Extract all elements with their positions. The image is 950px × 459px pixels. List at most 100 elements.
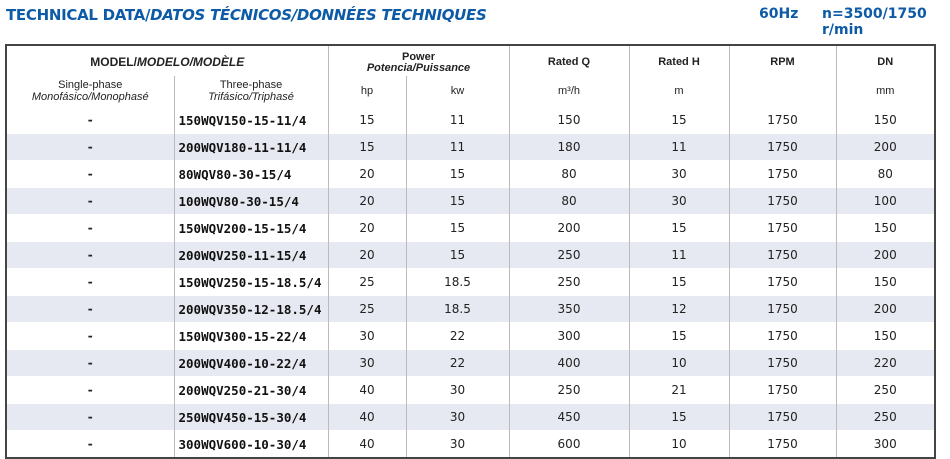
rated-q-cell: 250 <box>508 268 629 296</box>
rated-h-cell: 12 <box>628 295 729 323</box>
single-phase-cell: - <box>5 214 174 242</box>
dn-cell: 200 <box>835 241 935 269</box>
dn-cell: 80 <box>835 160 935 188</box>
rpm-cell: 1750 <box>728 214 836 242</box>
frequency: 60Hz <box>759 6 799 22</box>
table-row: -150WQV250-15-18.5/4 25 18.5 250 15 1750 150 <box>5 268 935 296</box>
rpm-unit <box>728 76 836 107</box>
rated-h-cell: 11 <box>628 133 729 161</box>
three-phase-model-cell: 150WQV250-15-18.5/4 <box>173 268 328 296</box>
table-row: -300WQV600-10-30/4 40 30 600 10 1750 300 <box>5 430 935 458</box>
rated-q-cell: 180 <box>508 133 629 161</box>
dn-cell: 200 <box>835 295 935 323</box>
title-main: TECHNICAL DATA/ <box>6 6 151 24</box>
three-phase-model-cell: 150WQV300-15-22/4 <box>173 322 328 350</box>
hp-cell: 15 <box>327 133 406 161</box>
table-row: -150WQV200-15-15/4 20 15 200 15 1750 150 <box>5 214 935 242</box>
rated-h-header: Rated H <box>628 45 729 76</box>
h-unit: m <box>628 76 729 107</box>
rpm-cell: 1750 <box>728 403 836 431</box>
hp-unit: hp <box>327 76 406 107</box>
table-row: -200WQV350-12-18.5/4 25 18.5 350 12 1750 200 <box>5 295 935 323</box>
rated-h-cell: 11 <box>628 241 729 269</box>
rpm-cell: 1750 <box>728 241 836 269</box>
table-row: -200WQV250-21-30/4 40 30 250 21 1750 250 <box>5 376 935 404</box>
q-unit: m³/h <box>508 76 629 107</box>
power-header: Power Potencia/Puissance <box>327 45 509 76</box>
kw-unit: kw <box>405 76 509 107</box>
hp-cell: 20 <box>327 241 406 269</box>
rated-q-cell: 250 <box>508 241 629 269</box>
kw-cell: 11 <box>405 133 509 161</box>
single-phase-cell: - <box>5 376 174 404</box>
kw-cell: 18.5 <box>405 268 509 296</box>
rpm-cell: 1750 <box>728 295 836 323</box>
hp-cell: 30 <box>327 322 406 350</box>
rpm-header: RPM <box>728 45 836 76</box>
single-phase-cell: - <box>5 322 174 350</box>
three-phase-model-cell: 200WQV250-21-30/4 <box>173 376 328 404</box>
rpm-cell: 1750 <box>728 349 836 377</box>
rated-q-cell: 80 <box>508 160 629 188</box>
rated-h-cell: 15 <box>628 403 729 431</box>
rated-q-cell: 80 <box>508 187 629 215</box>
rpm-cell: 1750 <box>728 268 836 296</box>
table-row: -80WQV80-30-15/4 20 15 80 30 1750 80 <box>5 160 935 188</box>
table-row: -250WQV450-15-30/4 40 30 450 15 1750 250 <box>5 403 935 431</box>
three-phase-model-cell: 200WQV180-11-11/4 <box>173 133 328 161</box>
three-phase-model-cell: 200WQV250-11-15/4 <box>173 241 328 269</box>
dn-cell: 250 <box>835 376 935 404</box>
model-header: MODEL/MODELO/MODÈLE <box>5 45 328 76</box>
dn-cell: 150 <box>835 106 935 134</box>
rated-q-cell: 150 <box>508 106 629 134</box>
hp-cell: 15 <box>327 106 406 134</box>
three-phase-model-cell: 150WQV150-15-11/4 <box>173 106 328 134</box>
hp-cell: 40 <box>327 430 406 458</box>
single-phase-cell: - <box>5 430 174 458</box>
title-italic: DATOS TÉCNICOS/DONNÉES TECHNIQUES <box>150 6 487 24</box>
rpm-cell: 1750 <box>728 430 836 458</box>
rated-h-cell: 21 <box>628 376 729 404</box>
kw-cell: 18.5 <box>405 295 509 323</box>
single-phase-cell: - <box>5 106 174 134</box>
kw-cell: 15 <box>405 160 509 188</box>
single-phase-header: Single-phase Monofásico/Monophasé <box>5 76 174 107</box>
dn-cell: 150 <box>835 214 935 242</box>
dn-cell: 150 <box>835 268 935 296</box>
three-phase-model-cell: 200WQV350-12-18.5/4 <box>173 295 328 323</box>
single-phase-cell: - <box>5 187 174 215</box>
dn-cell: 300 <box>835 430 935 458</box>
kw-cell: 15 <box>405 241 509 269</box>
rated-h-cell: 10 <box>628 349 729 377</box>
table-row: -100WQV80-30-15/4 20 15 80 30 1750 100 <box>5 187 935 215</box>
single-phase-cell: - <box>5 268 174 296</box>
rated-q-cell: 600 <box>508 430 629 458</box>
rated-h-cell: 15 <box>628 268 729 296</box>
kw-cell: 22 <box>405 349 509 377</box>
table-row: -200WQV400-10-22/4 30 22 400 10 1750 220 <box>5 349 935 377</box>
single-phase-cell: - <box>5 403 174 431</box>
single-phase-cell: - <box>5 295 174 323</box>
hp-cell: 40 <box>327 376 406 404</box>
rated-q-cell: 200 <box>508 214 629 242</box>
rated-h-cell: 15 <box>628 322 729 350</box>
kw-cell: 22 <box>405 322 509 350</box>
dn-header: DN <box>835 45 935 76</box>
dn-cell: 100 <box>835 187 935 215</box>
rpm-cell: 1750 <box>728 106 836 134</box>
rated-q-cell: 300 <box>508 322 629 350</box>
rated-q-header: Rated Q <box>508 45 629 76</box>
rated-h-cell: 30 <box>628 187 729 215</box>
rated-q-cell: 450 <box>508 403 629 431</box>
three-phase-model-cell: 300WQV600-10-30/4 <box>173 430 328 458</box>
three-phase-model-cell: 250WQV450-15-30/4 <box>173 403 328 431</box>
rpm-cell: 1750 <box>728 322 836 350</box>
rated-h-cell: 15 <box>628 214 729 242</box>
page-title: TECHNICAL DATA/DATOS TÉCNICOS/DONNÉES TE… <box>6 6 487 24</box>
rpm-cell: 1750 <box>728 187 836 215</box>
rpm-cell: 1750 <box>728 376 836 404</box>
hp-cell: 20 <box>327 214 406 242</box>
rated-q-cell: 250 <box>508 376 629 404</box>
three-phase-model-cell: 100WQV80-30-15/4 <box>173 187 328 215</box>
single-phase-cell: - <box>5 349 174 377</box>
